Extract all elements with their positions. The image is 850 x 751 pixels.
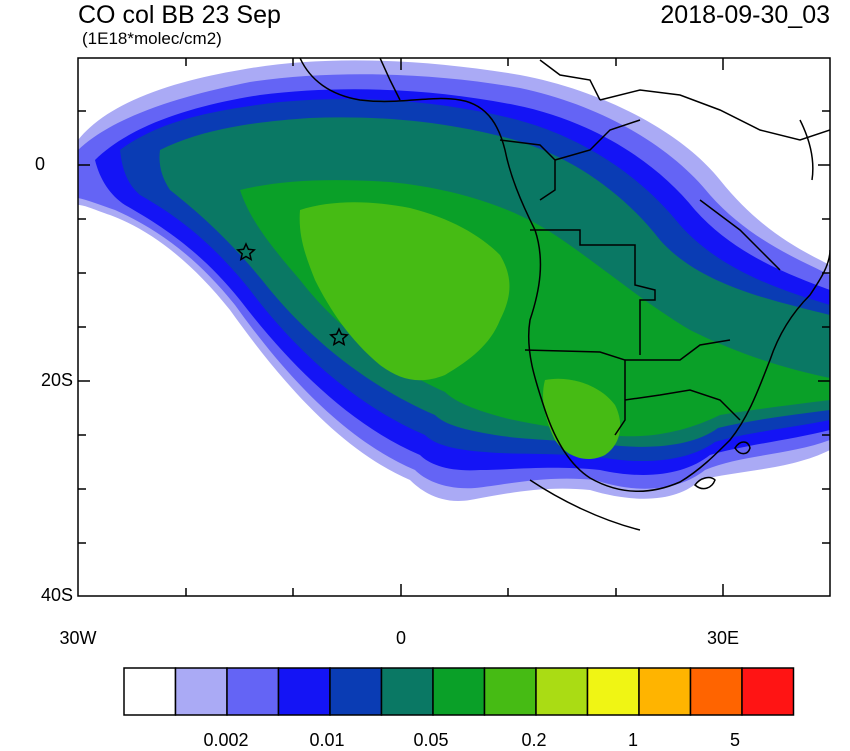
x-tick-label: 30W: [59, 628, 97, 648]
star-marker: [329, 327, 349, 347]
colorbar-swatch: [586, 667, 640, 716]
colorbar-swatch: [380, 667, 434, 716]
plume-layer-7b: [543, 378, 621, 460]
plume-layer-7: [299, 202, 510, 381]
colorbar-label: 5: [729, 730, 740, 750]
country-border: [539, 59, 601, 101]
x-tick-label: 30E: [706, 628, 740, 648]
country-border: [379, 58, 401, 101]
colorbar-label: 0.01: [309, 730, 345, 750]
colorbar-swatch: [123, 667, 177, 716]
country-border: [599, 89, 830, 141]
africa-coastline: [299, 58, 830, 492]
country-border: [699, 199, 781, 271]
country-border: [693, 476, 716, 490]
country-border: [625, 339, 731, 361]
colorbar-swatch: [638, 667, 692, 716]
title-right: 2018-09-30_03: [660, 1, 830, 29]
colorbar-label: 0.002: [203, 730, 249, 750]
y-tick-label: 20S: [40, 370, 73, 390]
island-madagascar: [799, 119, 814, 181]
colorbar-swatch: [483, 667, 537, 716]
y-tick-label: 0: [34, 154, 45, 174]
star-marker: [236, 242, 256, 262]
country-border: [529, 479, 641, 531]
x-tick-label: 0: [395, 628, 406, 648]
title-left: CO col BB 23 Sep: [78, 1, 281, 29]
colorbar-swatch: [535, 667, 589, 716]
colorbar-label: 0.05: [413, 730, 449, 750]
colorbar-swatch: [689, 667, 743, 716]
y-tick-label: 40S: [40, 585, 73, 605]
colorbar-swatch: [277, 667, 331, 716]
title-units: (1E18*molec/cm2): [82, 29, 222, 48]
country-border: [624, 389, 741, 421]
country-border: [734, 441, 751, 455]
colorbar-swatch: [226, 667, 280, 716]
country-border: [554, 119, 641, 161]
colorbar-swatch: [432, 667, 486, 716]
country-border: [530, 229, 656, 355]
colorbar-label: 1: [627, 730, 638, 750]
colorbar-swatch: [741, 667, 795, 716]
colorbar-label: 0.2: [521, 730, 547, 750]
colorbar-swatch: [329, 667, 383, 716]
colorbar-swatch: [174, 667, 228, 716]
map-plot: [77, 57, 831, 597]
